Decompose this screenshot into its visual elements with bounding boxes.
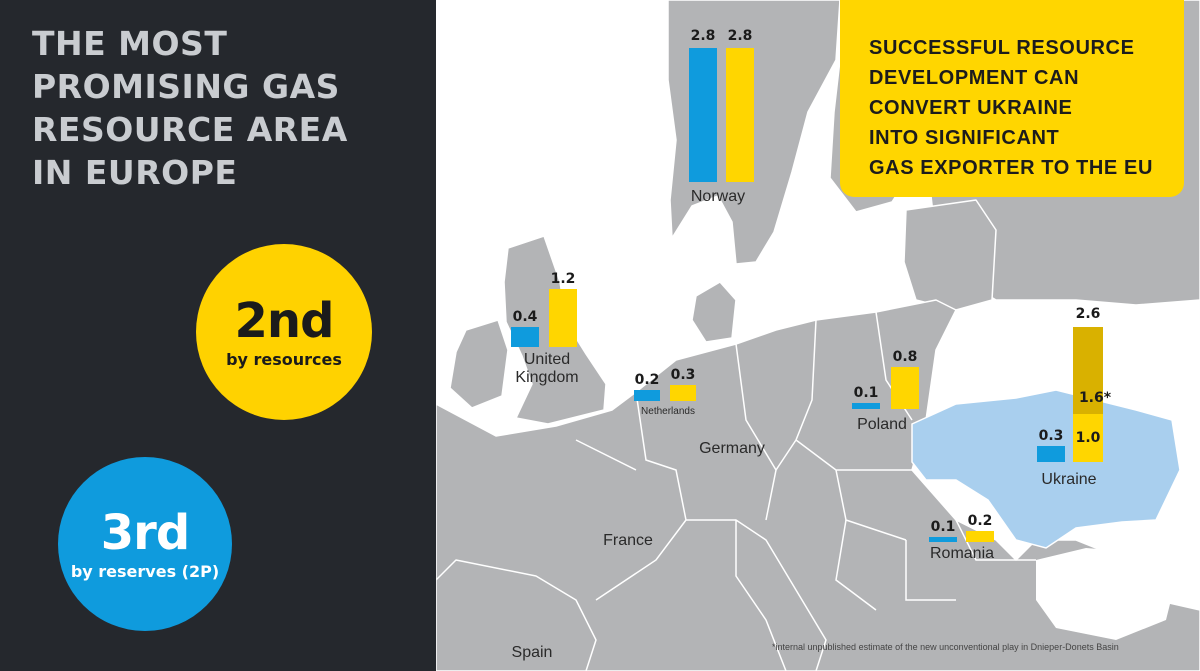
ukraine-blue-bar [1037,446,1065,462]
border-lines-east [835,519,1036,611]
romania-label: Romania [929,545,995,562]
norway-yellow-value: 2.8 [727,28,753,44]
netherlands-yellow-value: 0.3 [670,367,696,383]
norway-blue-value: 2.8 [690,28,716,44]
italy-shape [735,519,827,671]
romania-blue-value: 0.1 [930,519,956,535]
reserves-rank-badge: 3rd by reserves (2P) [58,457,232,631]
poland-label: Poland [857,416,907,433]
netherlands-label: Netherlands [641,406,695,417]
uk-blue-value: 0.4 [512,309,538,325]
france-label: France [603,532,653,549]
poland-blue-bar [852,403,880,409]
germany-label: Germany [699,440,765,457]
border-lines-west [575,343,777,601]
ukraine-label: Ukraine [1041,471,1097,488]
netherlands-blue-bar [634,390,660,401]
page-title: THE MOST PROMISING GAS RESOURCE AREA IN … [32,24,348,192]
callout-text: SUCCESSFUL RESOURCE DEVELOPMENT CAN CONV… [869,37,1153,179]
romania-yellow-value: 0.2 [967,513,993,529]
left-panel: THE MOST PROMISING GAS RESOURCE AREA IN … [0,0,436,671]
spain-label: Spain [511,644,553,661]
uk-label: United Kingdom [515,351,579,386]
ukraine-yellow-bar-upper [1073,327,1103,414]
poland-blue-value: 0.1 [853,385,879,401]
resources-rank: 2nd [234,293,335,349]
poland-yellow-bar [891,367,919,409]
ukraine-yellow-lower-value: 1.0 [1075,430,1101,446]
ukraine-shape [911,389,1181,549]
ireland-shape [449,319,509,409]
norway-yellow-bar [726,48,754,182]
uk-yellow-bar [549,289,577,347]
black-sea-shape [1036,548,1176,640]
norway-blue-bar [689,48,717,182]
callout-box: SUCCESSFUL RESOURCE DEVELOPMENT CAN CONV… [840,0,1184,197]
ukraine-blue-value: 0.3 [1038,428,1064,444]
border-lines-central [775,311,913,541]
baltics-shape [903,199,997,311]
norway-label: Norway [690,188,746,205]
reserves-rank: 3rd [100,505,190,561]
ukraine-yellow-upper-value: 1.6* [1078,390,1112,406]
ukraine-yellow-bar-lower [1073,414,1103,462]
ukraine-yellow-total-value: 2.6 [1075,306,1101,322]
resources-rank-label: by resources [226,350,342,369]
romania-blue-bar [929,537,957,542]
netherlands-yellow-bar [670,385,696,401]
resources-rank-badge: 2nd by resources [196,244,372,420]
uk-yellow-value: 1.2 [550,271,576,287]
romania-yellow-bar [966,531,994,542]
netherlands-blue-value: 0.2 [634,372,660,388]
poland-yellow-value: 0.8 [892,349,918,365]
denmark-shape [691,281,737,343]
iberia-shape [436,559,597,671]
footnote: *internal unpublished estimate of the ne… [772,642,1119,652]
uk-blue-bar [511,327,539,347]
reserves-rank-label: by reserves (2P) [70,562,220,581]
